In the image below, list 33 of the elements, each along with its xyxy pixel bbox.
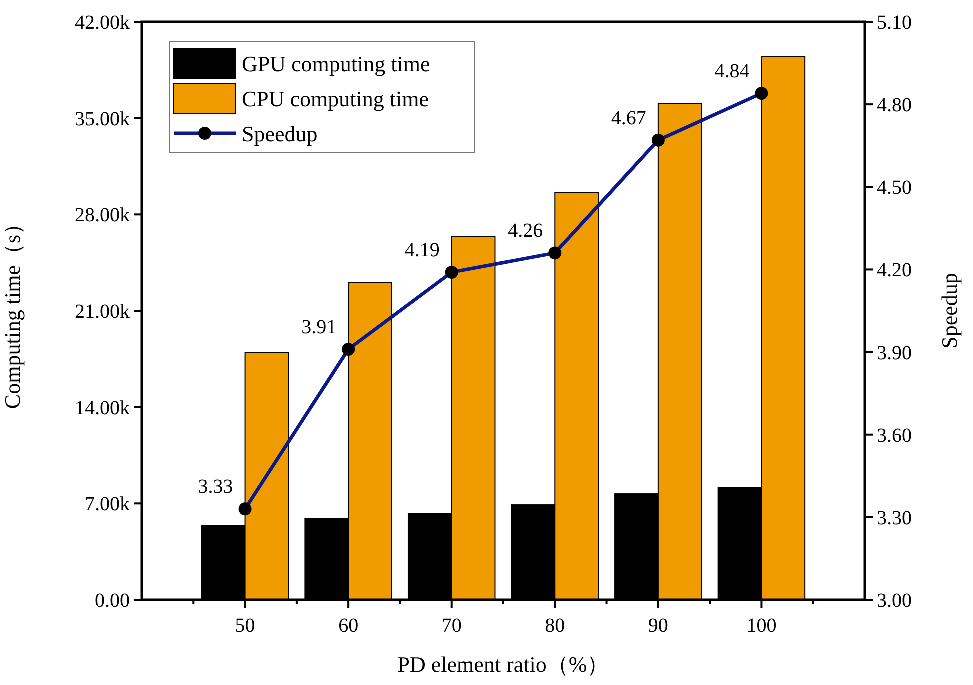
x-axis-title: PD element ratio（%） [398,652,610,677]
data-label: 4.26 [508,220,544,242]
y2-tick-label: 4.80 [877,94,912,117]
y-tick-label: 0.00 [95,590,130,612]
data-label: 3.33 [198,476,234,498]
x-tick-label: 100 [746,615,777,637]
y2-tick-label: 4.50 [877,177,912,200]
x-tick-label: 60 [338,615,359,637]
legend-label: GPU computing time [242,52,430,76]
y-tick-label: 14.00k [75,397,130,420]
y2-tick-label: 3.60 [877,424,912,447]
y-tick-label: 21.00k [75,301,130,323]
legend-label: CPU computing time [242,86,429,112]
y-axis-title: Computing time（s） [0,212,25,410]
y-tick-label: 7.00k [85,494,130,516]
y2-tick-label: 4.20 [877,260,912,282]
y2-axis-title: Speedup [937,273,962,349]
y-tick-label: 42.00k [75,12,130,34]
data-label: 4.19 [404,239,440,262]
y2-tick-label: 3.90 [877,342,912,364]
x-tick-label: 80 [545,615,566,637]
y-tick-label: 28.00k [75,204,130,227]
x-tick-label: 70 [442,615,462,637]
legend-label: Speedup [242,122,318,146]
y2-tick-label: 5.10 [877,12,912,34]
y-tick-label: 35.00k [75,108,130,130]
y2-tick-label: 3.00 [877,590,912,612]
y2-tick-label: 3.30 [877,507,912,530]
x-tick-label: 50 [235,615,256,637]
data-label: 4.67 [611,107,646,130]
x-tick-label: 90 [648,615,668,637]
data-label: 4.84 [714,60,750,83]
data-label: 3.91 [302,316,337,339]
